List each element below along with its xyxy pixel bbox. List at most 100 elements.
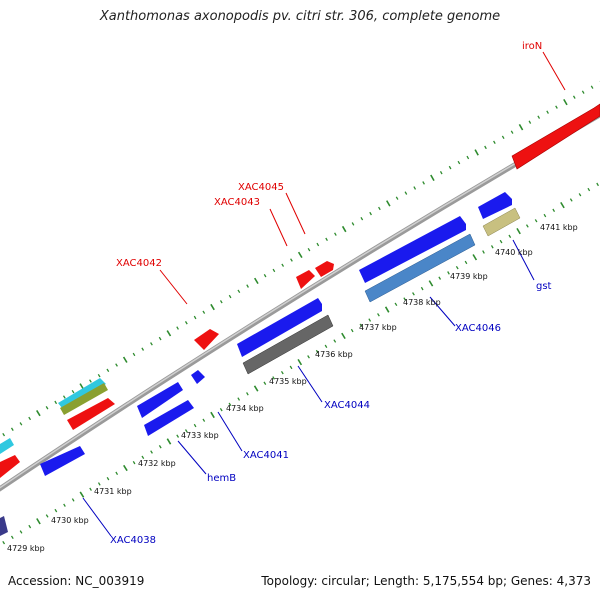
feature-olive-stack[interactable]	[60, 383, 108, 415]
inner-ruler-tick	[384, 306, 390, 313]
inner-ruler-tick	[166, 438, 172, 445]
feature-hemb-small[interactable]	[191, 370, 205, 384]
kbp-label-4740: 4740 kbp	[495, 248, 533, 257]
feature-xac4044[interactable]	[242, 314, 334, 375]
outer-ruler-tick	[537, 115, 541, 119]
gene-label-xac4038[interactable]: XAC4038	[110, 535, 156, 546]
outer-ruler-tick	[193, 315, 197, 320]
outer-ruler-tick	[237, 289, 241, 294]
feature-xac4047[interactable]	[478, 192, 512, 219]
feature-gst[interactable]	[482, 207, 521, 237]
kbp-label-4734: 4734 kbp	[226, 404, 264, 413]
feature-red-left-2[interactable]	[0, 455, 20, 478]
outer-ruler-tick	[404, 191, 408, 195]
feature-cyan-left[interactable]	[0, 438, 14, 454]
kbp-label-4732: 4732 kbp	[138, 459, 176, 468]
feature-xac4044-blue[interactable]	[237, 298, 322, 357]
feature-red-left-1[interactable]	[67, 398, 115, 430]
outer-ruler-tick	[141, 347, 145, 351]
outer-ruler-tick	[351, 222, 355, 226]
outer-ruler-tick	[501, 135, 505, 140]
feature-cyan-stack[interactable]	[58, 378, 106, 408]
feature-iron[interactable]	[511, 103, 600, 170]
outer-ruler-tick	[150, 342, 153, 346]
outer-ruler-tick	[457, 160, 461, 165]
inner-ruler-tick	[210, 411, 215, 419]
feature-xac4038[interactable]	[40, 446, 85, 476]
gene-label-xac4043[interactable]: XAC4043	[214, 197, 260, 208]
gene-label-xac4045[interactable]: XAC4045	[238, 182, 284, 193]
outer-ruler-tick	[474, 149, 479, 156]
inner-ruler-tick	[324, 344, 328, 349]
gene-label-gst[interactable]: gst	[536, 281, 552, 292]
inner-ruler-tick	[141, 455, 145, 460]
outer-ruler-tick	[360, 216, 364, 221]
features-forward	[0, 103, 600, 478]
inner-ruler-tick	[246, 392, 249, 396]
inner-ruler-tick	[403, 297, 407, 301]
outer-ruler-tick	[448, 165, 452, 170]
inner-ruler-tick	[333, 339, 337, 343]
outer-ruler-tick	[71, 389, 75, 394]
outer-ruler-line	[2, 80, 600, 437]
gene-label-xac4046[interactable]: XAC4046	[455, 323, 501, 334]
inner-ruler-tick	[45, 514, 49, 518]
inner-ruler-tick	[280, 370, 284, 375]
outer-ruler-tick	[115, 363, 118, 367]
kbp-label-4736: 4736 kbp	[315, 350, 353, 359]
outer-ruler-tick	[325, 237, 328, 242]
inner-ruler-tick	[307, 355, 310, 359]
feature-xac4046-blue[interactable]	[359, 216, 466, 283]
inner-ruler-tick	[36, 518, 41, 525]
features-reverse	[0, 192, 521, 536]
inner-ruler-tick	[272, 376, 275, 380]
gene-label-iron[interactable]: iroN	[522, 41, 542, 52]
gene-label-hemb[interactable]: hemB	[207, 473, 236, 484]
map-title: Xanthomonas axonopodis pv. citri str. 30…	[99, 9, 501, 24]
inner-ruler-tick	[412, 292, 415, 296]
inner-ruler-tick	[297, 358, 303, 366]
gene-label-xac4041[interactable]: XAC4041	[243, 450, 289, 461]
outer-ruler-tick	[281, 263, 285, 267]
outer-ruler-tick	[297, 251, 303, 259]
outer-ruler-tick	[2, 432, 6, 437]
label-leaders	[82, 51, 566, 537]
inner-ruler-tick	[482, 250, 485, 254]
inner-ruler-tick	[54, 508, 58, 513]
outer-ruler-tick	[36, 409, 41, 417]
kbp-label-4730: 4730 kbp	[51, 516, 89, 525]
kbp-label-4735: 4735 kbp	[269, 377, 307, 386]
inner-ruler-tick	[158, 445, 162, 449]
feature-xac4042[interactable]	[194, 329, 219, 350]
outer-ruler-tick	[528, 120, 532, 124]
outer-ruler-tick	[246, 284, 249, 288]
feature-xac4046[interactable]	[364, 233, 476, 303]
outer-ruler-tick	[510, 130, 514, 134]
inner-ruler-tick	[193, 423, 197, 428]
feature-navy-left[interactable]	[0, 516, 8, 536]
inner-ruler-tick	[19, 530, 23, 534]
gene-label-xac4044[interactable]: XAC4044	[324, 400, 370, 411]
feature-xac4041-b[interactable]	[144, 400, 194, 436]
kbp-label-4738: 4738 kbp	[403, 298, 441, 307]
gene-label-xac4042[interactable]: XAC4042	[116, 258, 162, 269]
kbp-label-4739: 4739 kbp	[450, 272, 488, 281]
outer-ruler-tick	[106, 368, 110, 373]
inner-ruler-tick	[552, 208, 556, 213]
feature-xac4045[interactable]	[315, 261, 334, 277]
outer-ruler-tick	[341, 225, 347, 233]
inner-ruler-tick	[263, 381, 267, 385]
outer-ruler-tick	[290, 258, 293, 262]
feature-xac4043[interactable]	[296, 270, 315, 289]
inner-ruler-tick	[237, 397, 241, 401]
feature-xac4041-a[interactable]	[137, 382, 183, 418]
inner-ruler-tick	[97, 482, 101, 486]
outer-ruler-tick	[307, 247, 311, 252]
outer-ruler-tick	[334, 232, 337, 236]
outer-ruler-tick	[590, 85, 594, 89]
kbp-label-4737: 4737 kbp	[359, 323, 397, 332]
inner-ruler-tick	[525, 224, 529, 228]
outer-ruler-tick	[210, 303, 215, 311]
outer-ruler-tick	[581, 90, 585, 94]
